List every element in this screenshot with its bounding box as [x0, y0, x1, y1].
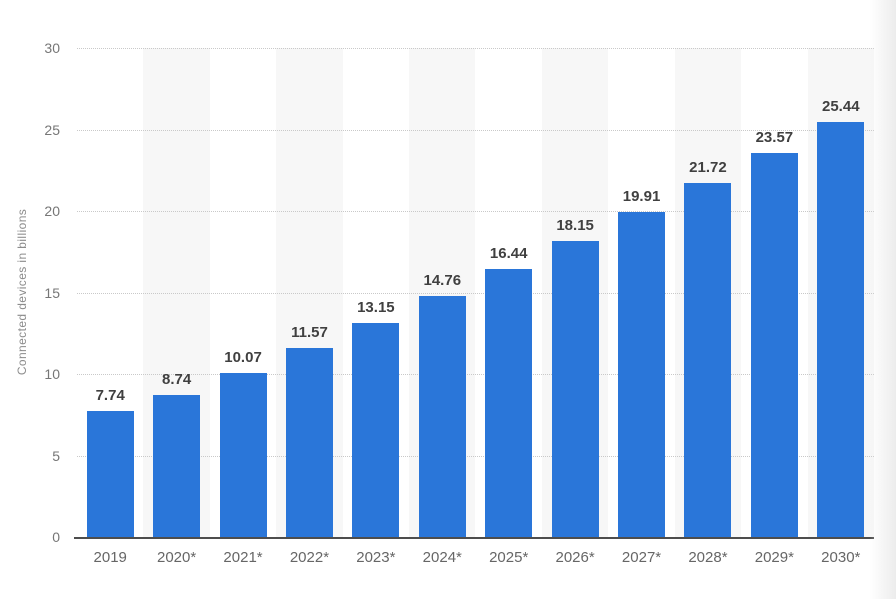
bar-value-label: 14.76 [423, 272, 462, 290]
y-tick-label: 10 [44, 366, 60, 382]
bar-value-label: 19.91 [622, 188, 661, 206]
x-tick-label: 2019 [93, 549, 127, 566]
bar [219, 372, 267, 537]
bar [817, 122, 865, 537]
bar [153, 394, 201, 537]
bar-value-label: 13.15 [357, 298, 395, 316]
bar [86, 410, 134, 537]
bar [684, 182, 732, 537]
bar-value-label: 21.72 [689, 158, 727, 176]
bar [485, 269, 533, 537]
y-tick-label: 0 [52, 529, 60, 545]
x-tick-label: 2023* [356, 549, 396, 566]
bar [750, 152, 798, 537]
bar-value-label: 8.74 [162, 370, 192, 388]
y-tick-label: 5 [52, 447, 60, 464]
x-tick-label: 2021* [223, 549, 263, 566]
x-tick-label: 2024* [422, 549, 462, 566]
bar [618, 212, 666, 537]
bar-value-label: 11.57 [291, 324, 328, 342]
bar [418, 296, 466, 537]
y-tick-label: 20 [44, 203, 60, 219]
y-tick-label: 25 [44, 121, 60, 138]
x-tick-label: 2028* [688, 549, 728, 566]
x-axis-line [74, 537, 874, 539]
right-edge-shade [870, 0, 896, 599]
gridline [77, 48, 874, 49]
bar-value-label: 7.74 [95, 386, 125, 404]
x-tick-label: 2027* [621, 549, 662, 566]
bar-value-label: 25.44 [822, 98, 860, 116]
bar-value-label: 16.44 [489, 245, 528, 263]
bar [352, 322, 400, 537]
bar [285, 348, 333, 537]
x-tick-label: 2020* [157, 549, 197, 566]
y-tick-label: 15 [44, 284, 60, 301]
x-tick-label: 2022* [289, 549, 330, 566]
y-tick-label: 30 [44, 40, 60, 56]
x-tick-label: 2029* [754, 549, 794, 566]
x-tick-label: 2030* [821, 549, 861, 566]
bar-value-label: 18.15 [556, 217, 594, 235]
x-tick-label: 2025* [489, 549, 529, 566]
bar-value-label: 23.57 [755, 128, 794, 146]
bar-value-label: 10.07 [224, 348, 262, 366]
x-tick-label: 2026* [555, 549, 595, 566]
bar [551, 241, 599, 537]
